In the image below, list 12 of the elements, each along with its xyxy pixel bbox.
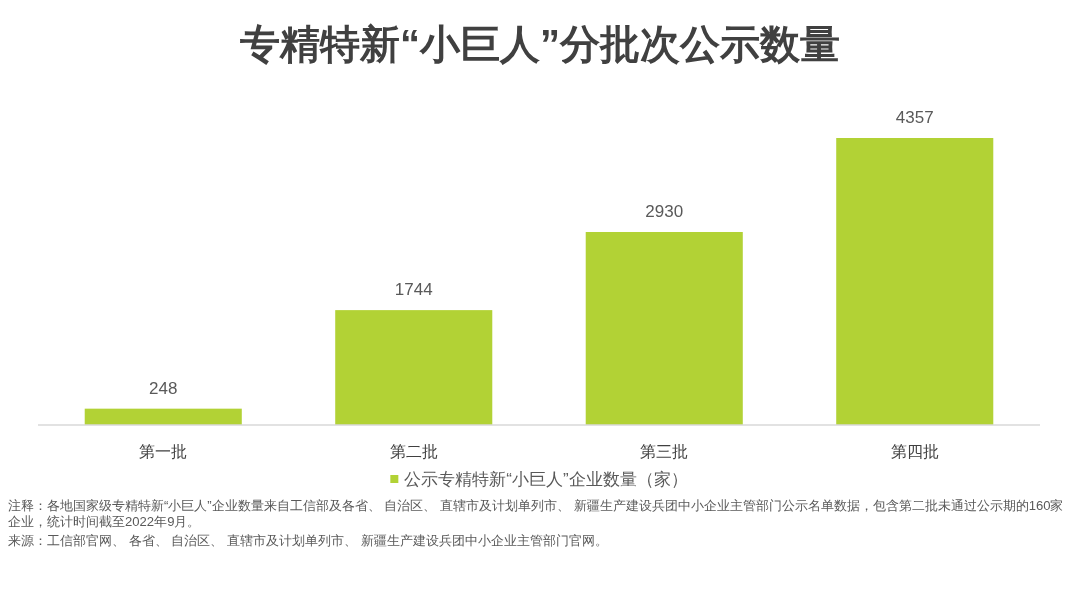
annotation: 注释：各地国家级专精特新“小巨人”企业数量来自工信部及各省、 自治区、 直辖市及计划单列市、 新疆生产建设兵团中小企业主管部门公示名单数据，包含第二批未通过公示期的160家企业，统计时间截至2022年9月。 — [8, 498, 1065, 530]
x-tick-label: 第二批 — [389, 443, 438, 460]
data-label: 248 — [149, 378, 178, 398]
legend-label: 公示专精特新“小巨人”企业数量（家） — [404, 470, 688, 489]
data-label: 4357 — [895, 108, 934, 127]
annotation: 来源：工信部官网、 各省、 自治区、 直辖市及计划单列市、 新疆生产建设兵团中小企业主管部门官网。 — [8, 533, 609, 549]
x-tick-label: 第一批 — [139, 443, 188, 460]
data-label: 1744 — [394, 280, 433, 300]
x-tick-label: 第三批 — [640, 443, 689, 460]
data-label: 2930 — [645, 202, 684, 221]
title: 专精特新“小巨人”分批次公示数量 — [240, 22, 840, 66]
x-tick-label: 第四批 — [890, 443, 939, 460]
